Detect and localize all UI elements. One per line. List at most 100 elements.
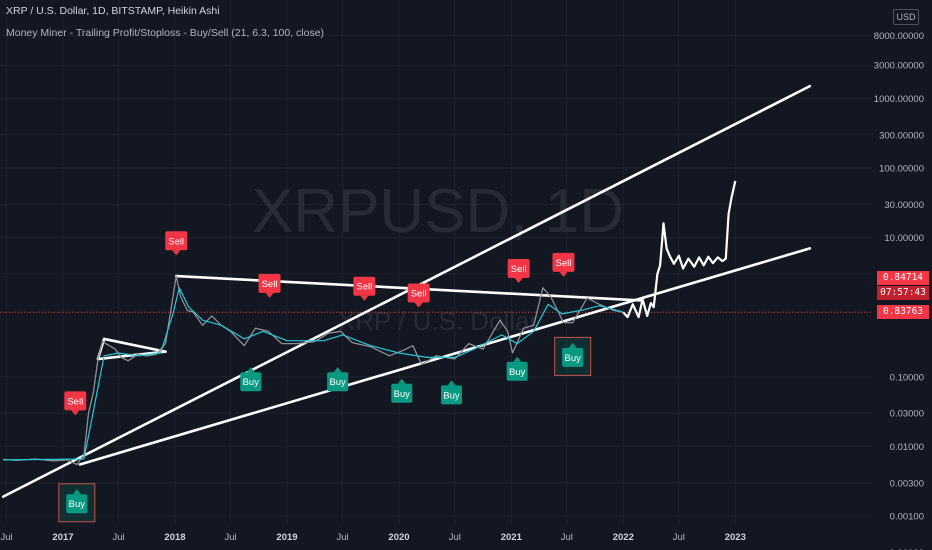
sell-arrow xyxy=(265,292,274,298)
sell-signal[interactable]: Sell xyxy=(258,273,281,298)
signal-text: Sell xyxy=(168,236,184,247)
signal-text: Buy xyxy=(69,499,86,510)
sell-label-box xyxy=(353,276,376,296)
signal-text: Buy xyxy=(394,389,411,400)
sell-arrow xyxy=(559,271,568,277)
buy-signal[interactable]: Buy xyxy=(440,380,462,405)
last-price-tag: 0.84714 xyxy=(877,271,929,285)
x-tick-label: 2019 xyxy=(276,532,297,543)
sell-signal[interactable]: Sell xyxy=(507,258,530,283)
buy-arrow xyxy=(568,342,577,348)
trendline xyxy=(102,337,167,353)
y-tick-label: 30.00000 xyxy=(884,200,924,211)
y-tick-label: 0.10000 xyxy=(890,372,924,383)
signal-markers[interactable]: Sell Sell Sell Sell Sell Sell Sell Buy Buy Buy Buy… xyxy=(58,231,592,523)
signal-text: Sell xyxy=(67,396,83,407)
buy-label-box xyxy=(327,372,349,392)
buy-signal[interactable]: Buy xyxy=(554,336,592,376)
x-tick-label: 2022 xyxy=(613,532,634,543)
trendline xyxy=(1,84,812,498)
x-tick-label: 2023 xyxy=(725,532,746,543)
buy-signal[interactable]: Buy xyxy=(391,378,413,403)
y-tick-label: 100.00000 xyxy=(879,164,924,175)
signal-text: Buy xyxy=(443,390,460,401)
signal-text: Buy xyxy=(564,353,581,364)
buy-label-box xyxy=(440,385,462,405)
signal-text: Buy xyxy=(243,377,260,388)
stop-level-tag: 0.83763 xyxy=(877,305,929,319)
buy-label-box xyxy=(506,361,528,381)
buy-arrow xyxy=(513,356,522,362)
x-tick-label: Jul xyxy=(336,532,348,543)
price-series xyxy=(3,180,737,466)
x-tick-label: Jul xyxy=(0,532,12,543)
y-tick-label: 0.01000 xyxy=(890,442,924,453)
price-axis[interactable]: 8000.00000 3000.00000 1000.00000 300.00000 1… xyxy=(874,31,924,550)
y-tick-label: 300.00000 xyxy=(879,130,924,141)
x-tick-label: Jul xyxy=(112,532,124,543)
trailing-stop-line xyxy=(3,287,624,461)
sell-label-box xyxy=(552,252,575,272)
buy-label-box xyxy=(240,372,262,392)
x-tick-label: 2021 xyxy=(501,532,523,543)
sell-signal[interactable]: Sell xyxy=(165,231,188,256)
sell-signal[interactable]: Sell xyxy=(353,276,376,301)
signal-text: Sell xyxy=(511,264,527,275)
sell-label-box xyxy=(507,258,530,278)
y-tick-label: 0.03000 xyxy=(890,409,924,420)
trendline xyxy=(78,247,812,466)
signal-text: Sell xyxy=(356,282,372,293)
buy-signal[interactable]: Buy xyxy=(58,483,96,523)
sell-signal[interactable]: Sell xyxy=(552,252,575,277)
watermark-symbol: XRPUSD, 1D xyxy=(252,177,624,246)
sell-arrow xyxy=(172,250,181,256)
currency-badge[interactable]: USD xyxy=(893,9,919,25)
buy-signal[interactable]: Buy xyxy=(327,367,349,392)
sell-arrow xyxy=(360,295,369,301)
sell-label-box xyxy=(165,231,188,251)
sell-arrow xyxy=(414,302,423,308)
buy-label-box xyxy=(562,347,584,367)
buy-signal[interactable]: Buy xyxy=(506,356,528,381)
buy-label-box xyxy=(66,494,88,514)
sell-label-box xyxy=(64,391,87,411)
sell-arrow xyxy=(71,410,80,416)
signal-text: Sell xyxy=(262,279,278,290)
time-axis[interactable]: Jul 2017 Jul 2018 Jul 2019 Jul 2020 Jul 2021 Jul 20… xyxy=(0,532,745,543)
sell-arrow xyxy=(514,277,523,283)
bar-countdown-tag: 07:57:43 xyxy=(877,286,929,300)
x-tick-label: 2018 xyxy=(164,532,185,543)
x-tick-label: 2020 xyxy=(388,532,409,543)
x-tick-label: Jul xyxy=(224,532,236,543)
y-tick-label: 1000.00000 xyxy=(874,94,924,105)
symbol-legend[interactable]: XRP / U.S. Dollar, 1D, BITSTAMP, Heikin … xyxy=(6,5,220,17)
projection-line xyxy=(622,180,737,319)
buy-arrow xyxy=(72,489,81,495)
x-tick-label: Jul xyxy=(673,532,685,543)
trendlines[interactable] xyxy=(1,84,812,498)
y-tick-label: 0.00300 xyxy=(890,478,924,489)
buy-arrow xyxy=(447,380,456,386)
x-tick-label: Jul xyxy=(561,532,573,543)
x-tick-label: 2017 xyxy=(52,532,73,543)
buy-arrow xyxy=(246,367,255,373)
y-tick-label: 3000.00000 xyxy=(874,61,924,72)
x-tick-labels: Jul 2017 Jul 2018 Jul 2019 Jul 2020 Jul 2021 Jul 20… xyxy=(0,532,745,543)
y-tick-label: 8000.00000 xyxy=(874,31,924,42)
price-series-line xyxy=(3,275,624,466)
sell-signal[interactable]: Sell xyxy=(64,391,87,416)
vertical-gridlines xyxy=(6,0,736,525)
buy-signal[interactable]: Buy xyxy=(240,367,262,392)
buy-arrow xyxy=(333,367,342,373)
x-tick-label: Jul xyxy=(449,532,461,543)
sell-signal[interactable]: Sell xyxy=(407,283,430,308)
y-tick-label: 10.00000 xyxy=(884,233,924,244)
signal-text: Buy xyxy=(329,377,346,388)
y-tick-label: 0.00100 xyxy=(890,512,924,523)
buy-label-box xyxy=(391,383,413,403)
indicator-legend[interactable]: Money Miner - Trailing Profit/Stoploss -… xyxy=(6,27,325,39)
signal-text: Buy xyxy=(509,367,526,378)
horizontal-gridlines xyxy=(0,35,872,517)
